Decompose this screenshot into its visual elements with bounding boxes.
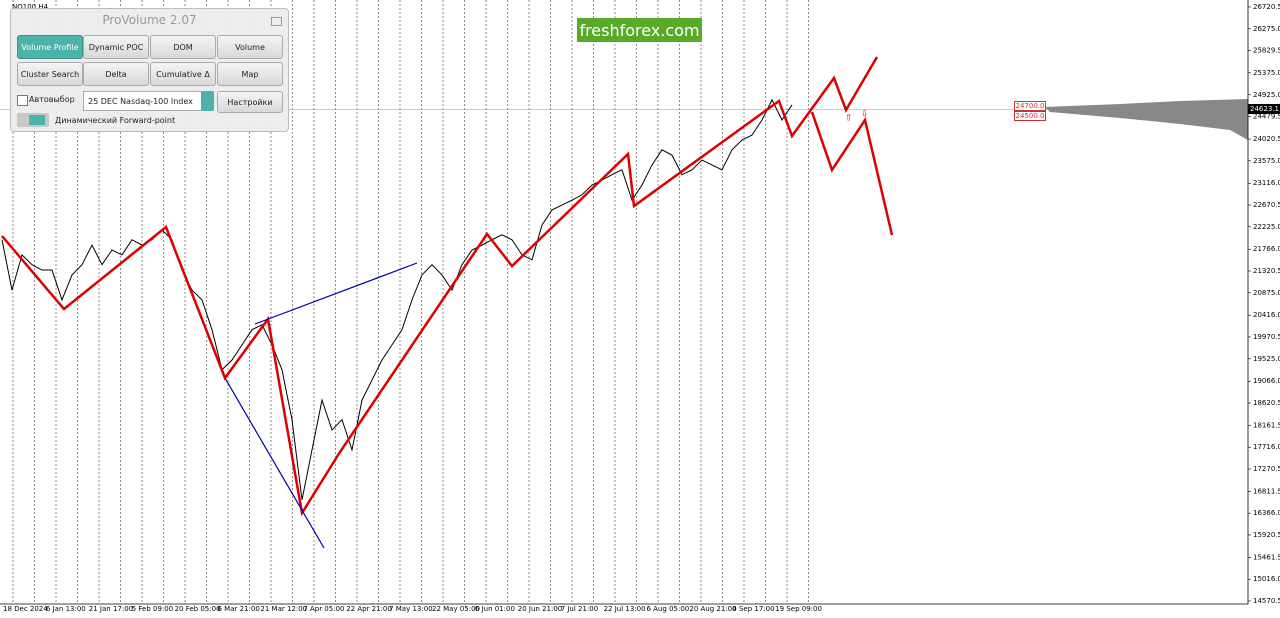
x-tick-label: 6 Jun 01:00 [475, 605, 515, 613]
x-tick-label: 20 Jun 21:00 [518, 605, 562, 613]
panel-title: ProVolume 2.07 [102, 13, 197, 27]
button[interactable]: Dynamic POC [83, 35, 149, 59]
toggle[interactable] [17, 113, 49, 127]
y-tick-label: 25829.5 [1253, 47, 1280, 55]
level-label: 24700.0 [1014, 101, 1046, 111]
y-tick-label: 22670.5 [1253, 201, 1280, 209]
y-tick-label: 22225.0 [1253, 223, 1280, 231]
dropdown-arrow[interactable] [201, 91, 214, 111]
y-tick-label: 16811.5 [1253, 487, 1280, 495]
y-tick-label: 19525.0 [1253, 355, 1280, 363]
current-price: 24623.1 [1248, 104, 1280, 114]
y-tick-label: 19970.5 [1253, 333, 1280, 341]
grid [12, 0, 809, 604]
x-tick-label: 22 Jul 13:00 [604, 605, 646, 613]
watermark: freshforex.com [577, 18, 702, 42]
instrument-select[interactable]: 25 DEC Nasdaq-100 Index [83, 91, 213, 111]
x-tick-label: 21 Jan 17:00 [89, 605, 133, 613]
y-tick-label: 24479.5 [1253, 113, 1280, 121]
y-tick-label: 24925.0 [1253, 91, 1280, 99]
y-tick-label: 15920.5 [1253, 531, 1280, 539]
y-tick-label: 23575.0 [1253, 157, 1280, 165]
button[interactable]: Cumulative Δ [150, 62, 216, 86]
trend-line [254, 262, 418, 325]
y-tick-label: 19066.0 [1253, 377, 1280, 385]
x-tick-label: 20 Aug 21:00 [689, 605, 736, 613]
x-tick-label: 19 Sep 09:00 [775, 605, 822, 613]
y-tick-label: 15016.0 [1253, 575, 1280, 583]
y-tick-label: 20416.0 [1253, 311, 1280, 319]
button[interactable]: Delta [83, 62, 149, 86]
y-tick-label: 16366.0 [1253, 509, 1280, 517]
trend-line [224, 377, 325, 549]
button[interactable]: DOM [150, 35, 216, 59]
y-tick-label: 18620.5 [1253, 399, 1280, 407]
volume-profile [1045, 99, 1248, 140]
y-tick-label: 26720.5 [1253, 3, 1280, 11]
y-tick-label: 20875.0 [1253, 289, 1280, 297]
x-tick-label: 20 Feb 05:00 [175, 605, 221, 613]
y-tick-label: 17270.5 [1253, 465, 1280, 473]
x-tick-label: 4 Sep 17:00 [732, 605, 774, 613]
arrow-up: ⇧ [845, 114, 853, 124]
x-tick-label: 5 Feb 09:00 [132, 605, 173, 613]
x-tick-label: 6 Mar 21:00 [218, 605, 260, 613]
x-tick-label: 6 Aug 05:00 [647, 605, 690, 613]
wave-alternative [810, 111, 894, 236]
y-tick-label: 14570.5 [1253, 597, 1280, 605]
level-label: 24500.0 [1014, 111, 1046, 121]
x-tick-label: 21 Mar 12:00 [260, 605, 307, 613]
x-tick-label: 7 Apr 05:00 [303, 605, 344, 613]
provolume-panel: ProVolume 2.07 Volume Profile Dynamic PO… [10, 8, 289, 132]
y-tick-label: 26275.0 [1253, 25, 1280, 33]
x-tick-label: 6 Jan 13:00 [46, 605, 86, 613]
arrow-down: ⇩ [861, 110, 869, 120]
button[interactable]: Volume Profile [17, 35, 83, 59]
x-tick-label: 7 May 13:00 [389, 605, 433, 613]
y-tick-label: 17716.0 [1253, 443, 1280, 451]
price-series [1, 98, 793, 500]
x-tick-label: 22 Apr 21:00 [346, 605, 392, 613]
minimize[interactable] [271, 17, 282, 26]
y-tick-label: 25375.0 [1253, 69, 1280, 77]
y-tick-label: 21320.5 [1253, 267, 1280, 275]
y-tick-label: 18161.5 [1253, 421, 1280, 429]
wave-markup [1, 56, 879, 517]
button[interactable]: Map [217, 62, 283, 86]
y-tick-label: 15461.5 [1253, 553, 1280, 561]
toggle-label: Динамический Forward-point [55, 116, 176, 125]
button[interactable]: Cluster Search [17, 62, 83, 86]
checkbox[interactable] [17, 95, 28, 106]
y-tick-label: 23116.0 [1253, 179, 1280, 187]
checkbox-label: Автовыбор [29, 95, 75, 104]
settings-button[interactable]: Настройки [217, 91, 283, 113]
symbol: NQ100,H4 [12, 3, 49, 11]
y-tick-label: 24020.5 [1253, 135, 1280, 143]
x-tick-label: 22 May 05:00 [432, 605, 480, 613]
x-tick-label: 18 Dec 2024 [3, 605, 48, 613]
x-tick-label: 7 Jul 21:00 [561, 605, 599, 613]
y-tick-label: 21766.0 [1253, 245, 1280, 253]
price-line [1, 98, 793, 500]
button[interactable]: Volume [217, 35, 283, 59]
